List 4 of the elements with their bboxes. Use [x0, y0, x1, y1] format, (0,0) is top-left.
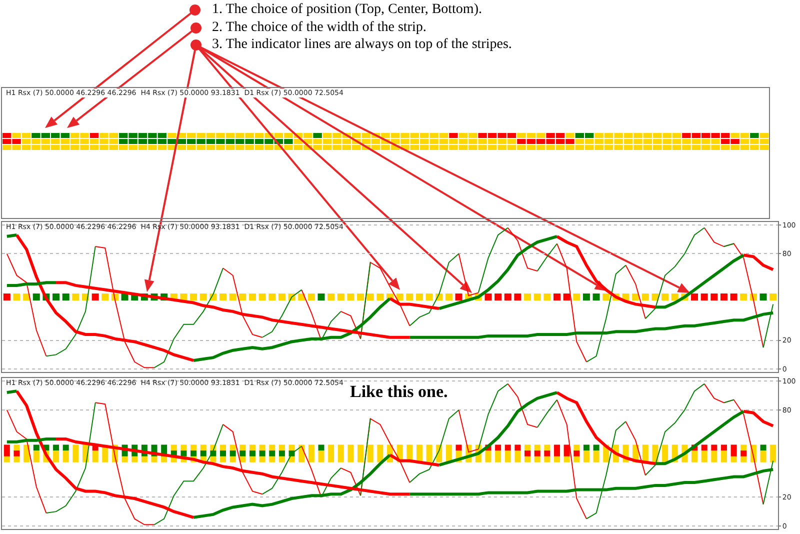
annotation: Like this one. — [350, 382, 448, 401]
text: 1. The choice of position (Top, Center, Bottom). — [212, 2, 482, 17]
text: 2. The choice of the width of the strip. — [212, 20, 426, 35]
text: 3. The indicator lines are always on top of the stripes. — [212, 37, 512, 52]
